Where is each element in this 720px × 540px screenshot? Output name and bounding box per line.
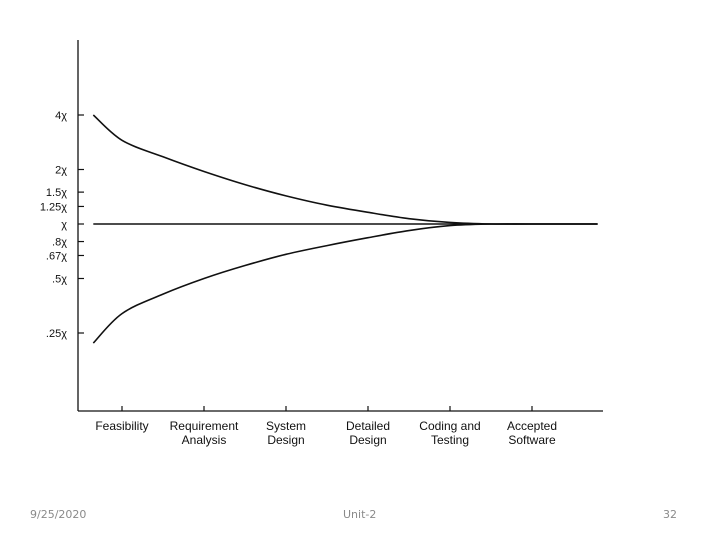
y-tick-label: 1.25χ — [40, 201, 67, 213]
y-tick-label: .8χ — [52, 237, 67, 249]
y-tick-label: .67χ — [46, 250, 67, 262]
x-tick-label: Accepted — [507, 419, 557, 433]
y-tick-label: .25χ — [46, 328, 67, 340]
series-lower-bound-line — [92, 223, 598, 344]
series-upper-bound-line — [92, 114, 598, 225]
y-tick-label: χ — [61, 219, 67, 231]
x-tick-label: Requirement — [170, 419, 239, 433]
footer-unit: Unit-2 — [343, 508, 377, 521]
x-tick-label: Software — [508, 433, 556, 447]
footer-page-number: 32 — [663, 508, 677, 521]
y-tick-label: .5χ — [52, 274, 67, 286]
x-tick-label: Detailed — [346, 419, 390, 433]
y-tick-label: 1.5χ — [46, 187, 67, 199]
footer-date: 9/25/2020 — [30, 508, 87, 521]
x-tick-label: Coding and — [419, 419, 480, 433]
x-tick-label: Testing — [431, 433, 469, 447]
x-tick-label: Design — [349, 433, 386, 447]
x-tick-label: Feasibility — [95, 419, 148, 433]
x-tick-label: System — [266, 419, 306, 433]
y-tick-label: 2χ — [55, 165, 67, 177]
x-tick-label: Analysis — [182, 433, 227, 447]
y-tick-label: 4χ — [55, 110, 67, 122]
x-tick-label: Design — [267, 433, 304, 447]
